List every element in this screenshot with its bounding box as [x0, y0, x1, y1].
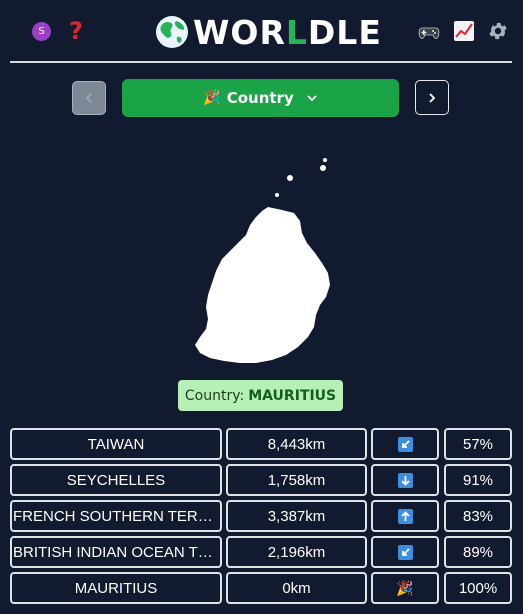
- chevron-left-icon: [85, 93, 92, 103]
- next-mode-button[interactable]: [415, 80, 449, 115]
- guess-country: BRITISH INDIAN OCEAN TE...: [10, 536, 222, 568]
- down-left-arrow-icon: [397, 436, 413, 452]
- mode-select-button[interactable]: 🎉 Country: [122, 79, 399, 117]
- guess-proximity: 57%: [444, 428, 512, 460]
- previous-mode-button[interactable]: [72, 81, 106, 115]
- party-popper-icon: 🎉: [203, 90, 221, 106]
- country-silhouette: [195, 158, 330, 363]
- guess-direction: 🎉: [371, 572, 439, 604]
- app-header: S ? WORLDLE: [10, 0, 512, 63]
- guess-row: SEYCHELLES 1,758km 91%: [10, 464, 512, 496]
- guess-direction: [371, 428, 439, 460]
- guess-proximity: 91%: [444, 464, 512, 496]
- down-arrow-icon: [397, 472, 413, 488]
- guess-row: BRITISH INDIAN OCEAN TE... 2,196km 89%: [10, 536, 512, 568]
- guess-row: FRENCH SOUTHERN TERRIT... 3,387km 83%: [10, 500, 512, 532]
- guess-country: TAIWAN: [10, 428, 222, 460]
- worldle-logo: WORLDLE: [155, 12, 382, 52]
- guess-distance: 1,758km: [226, 464, 367, 496]
- mode-label: Country: [226, 89, 294, 107]
- guess-country: MAURITIUS: [10, 572, 222, 604]
- guess-row: MAURITIUS 0km 🎉 100%: [10, 572, 512, 604]
- globe-icon: [156, 16, 188, 48]
- user-avatar[interactable]: S: [32, 22, 51, 41]
- guess-direction: [371, 500, 439, 532]
- chevron-down-icon: [307, 95, 317, 102]
- answer-badge: Country: MAURITIUS: [178, 380, 343, 411]
- guess-distance: 2,196km: [226, 536, 367, 568]
- guess-proximity: 100%: [444, 572, 512, 604]
- guess-proximity: 89%: [444, 536, 512, 568]
- chevron-right-icon: [429, 92, 436, 103]
- guess-direction: [371, 536, 439, 568]
- answer-value: MAURITIUS: [248, 387, 337, 404]
- guess-country: SEYCHELLES: [10, 464, 222, 496]
- gear-icon[interactable]: [487, 20, 509, 42]
- guess-distance: 3,387km: [226, 500, 367, 532]
- answer-label: Country:: [184, 387, 245, 404]
- guess-proximity: 83%: [444, 500, 512, 532]
- stats-chart-icon[interactable]: [453, 20, 475, 42]
- up-arrow-icon: [397, 508, 413, 524]
- game-controller-icon[interactable]: [418, 20, 440, 42]
- logo-text: WORLDLE: [193, 12, 382, 52]
- guess-country: FRENCH SOUTHERN TERRIT...: [10, 500, 222, 532]
- guess-row: TAIWAN 8,443km 57%: [10, 428, 512, 460]
- guess-direction: [371, 464, 439, 496]
- help-icon[interactable]: ?: [69, 17, 83, 45]
- down-left-arrow-icon: [397, 544, 413, 560]
- guess-distance: 0km: [226, 572, 367, 604]
- guess-distance: 8,443km: [226, 428, 367, 460]
- party-popper-icon: 🎉: [396, 579, 414, 596]
